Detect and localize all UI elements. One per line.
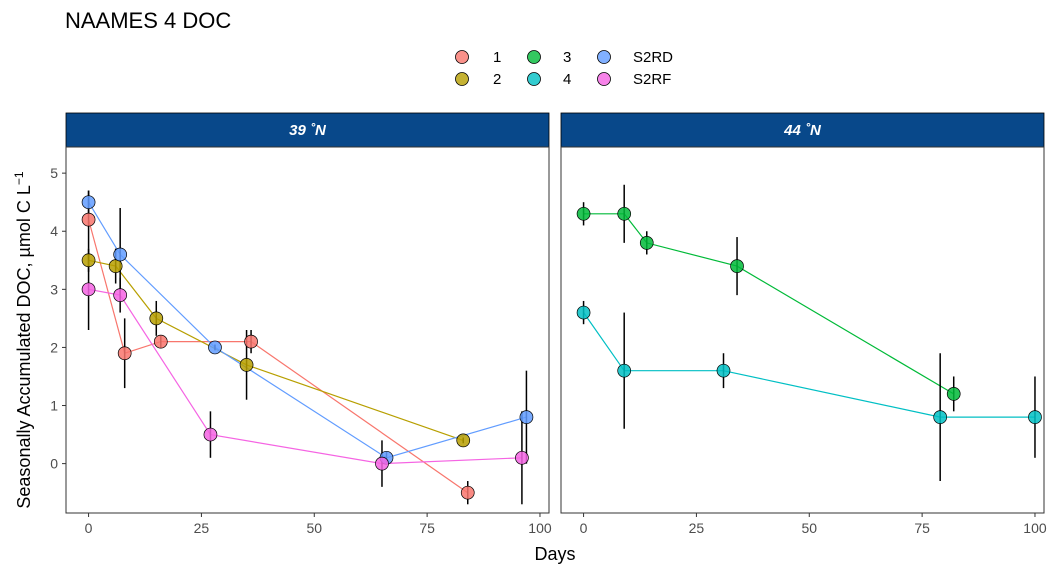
legend-key-2: [455, 72, 469, 86]
legend-label-s2rf: S2RF: [633, 71, 671, 88]
data-point-2: [81, 253, 96, 268]
data-point-2: [149, 311, 164, 326]
data-point-1: [153, 334, 168, 349]
legend-key-3: [527, 50, 541, 64]
legend-item-1: 1: [455, 49, 501, 66]
data-point-1: [460, 485, 475, 500]
data-point-2: [239, 358, 254, 372]
data-point-3: [576, 206, 591, 221]
x-tick-label: 100: [528, 520, 552, 536]
data-point-s2rf: [113, 288, 128, 302]
data-point-s2rd: [519, 410, 534, 424]
data-point-1: [117, 346, 132, 361]
panels: 39 ˚N 0 25 50 75 100 0 1 2 3 4 5 44 ˚N 0 25 50 75 100: [50, 112, 1047, 536]
legend-label-1: 1: [493, 49, 501, 66]
series-line-1: [88, 219, 469, 494]
data-point-4: [1028, 410, 1042, 424]
data-point-s2rf: [203, 427, 218, 442]
legend-label-3: 3: [563, 49, 571, 66]
legend-item-4: 4: [527, 71, 571, 88]
data-point-4: [716, 363, 731, 378]
series-line-s2rd: [88, 201, 527, 459]
legend-label-2: 2: [493, 71, 501, 88]
data-point-3: [946, 387, 961, 401]
data-point-2: [456, 433, 471, 448]
chart-title: NAAMES 4 DOC: [65, 8, 231, 33]
panel-2: 44 ˚N 0 25 50 75 100: [560, 112, 1047, 536]
data-point-4: [617, 363, 632, 378]
legend-item-s2rf: S2RF: [597, 71, 671, 88]
strip-background: [560, 112, 1045, 148]
x-tick-label: 50: [306, 520, 322, 536]
data-point-1: [81, 212, 96, 227]
y-axis-title-superscript: −1: [12, 171, 26, 185]
y-tick-label: 3: [50, 281, 58, 297]
legend-item-s2rd: S2RD: [597, 49, 673, 66]
data-point-3: [617, 206, 632, 221]
x-tick-label: 50: [801, 520, 817, 536]
y-tick-label: 0: [50, 456, 58, 472]
series-line-3: [583, 213, 955, 395]
data-point-3: [730, 259, 744, 273]
y-tick-label: 4: [50, 223, 58, 239]
data-point-3: [639, 236, 654, 250]
series-line-2: [88, 259, 464, 441]
legend-key-1: [455, 50, 469, 64]
x-tick-label: 25: [194, 520, 210, 536]
legend-item-2: 2: [455, 71, 501, 88]
y-tick-label: 5: [50, 165, 58, 181]
panel-border: [65, 146, 550, 514]
data-point-s2rd: [113, 247, 128, 262]
y-axis-title-main: Seasonally Accumulated DOC, µmol C L: [14, 185, 34, 509]
y-tick-label: 1: [50, 398, 58, 414]
series-line-4: [583, 312, 1035, 418]
data-point-4: [576, 305, 591, 320]
strip-background: [65, 112, 550, 148]
strip-label: 44 ˚N: [783, 122, 822, 139]
legend-label-s2rd: S2RD: [633, 49, 673, 66]
legend-key-4: [527, 72, 541, 86]
x-tick-label: 75: [419, 520, 435, 536]
panel-border: [560, 146, 1045, 514]
legend-key-s2rf: [597, 72, 611, 86]
legend-label-4: 4: [563, 71, 571, 88]
data-point-s2rf: [81, 282, 96, 297]
legend-item-3: 3: [527, 49, 571, 66]
x-tick-label: 25: [689, 520, 705, 536]
x-axis-title: Days: [534, 544, 575, 564]
x-tick-label: 0: [85, 520, 93, 536]
legend: 1 2 3 4 S2RD S2RF: [455, 49, 673, 88]
y-tick-label: 2: [50, 339, 58, 355]
data-point-1: [244, 334, 258, 349]
data-point-s2rf: [375, 456, 389, 471]
x-tick-label: 100: [1023, 520, 1047, 536]
data-point-s2rd: [81, 195, 96, 210]
strip-label: 39 ˚N: [289, 122, 327, 139]
panel-1: 39 ˚N 0 25 50 75 100 0 1 2 3 4 5: [50, 112, 552, 536]
y-axis-title: Seasonally Accumulated DOC, µmol C L−1: [12, 171, 34, 509]
data-point-2: [108, 259, 123, 273]
data-point-4: [933, 410, 948, 424]
x-tick-label: 75: [914, 520, 930, 536]
legend-key-s2rd: [597, 50, 611, 64]
x-tick-label: 0: [580, 520, 588, 536]
data-point-s2rf: [515, 450, 529, 465]
data-point-s2rd: [208, 340, 222, 355]
